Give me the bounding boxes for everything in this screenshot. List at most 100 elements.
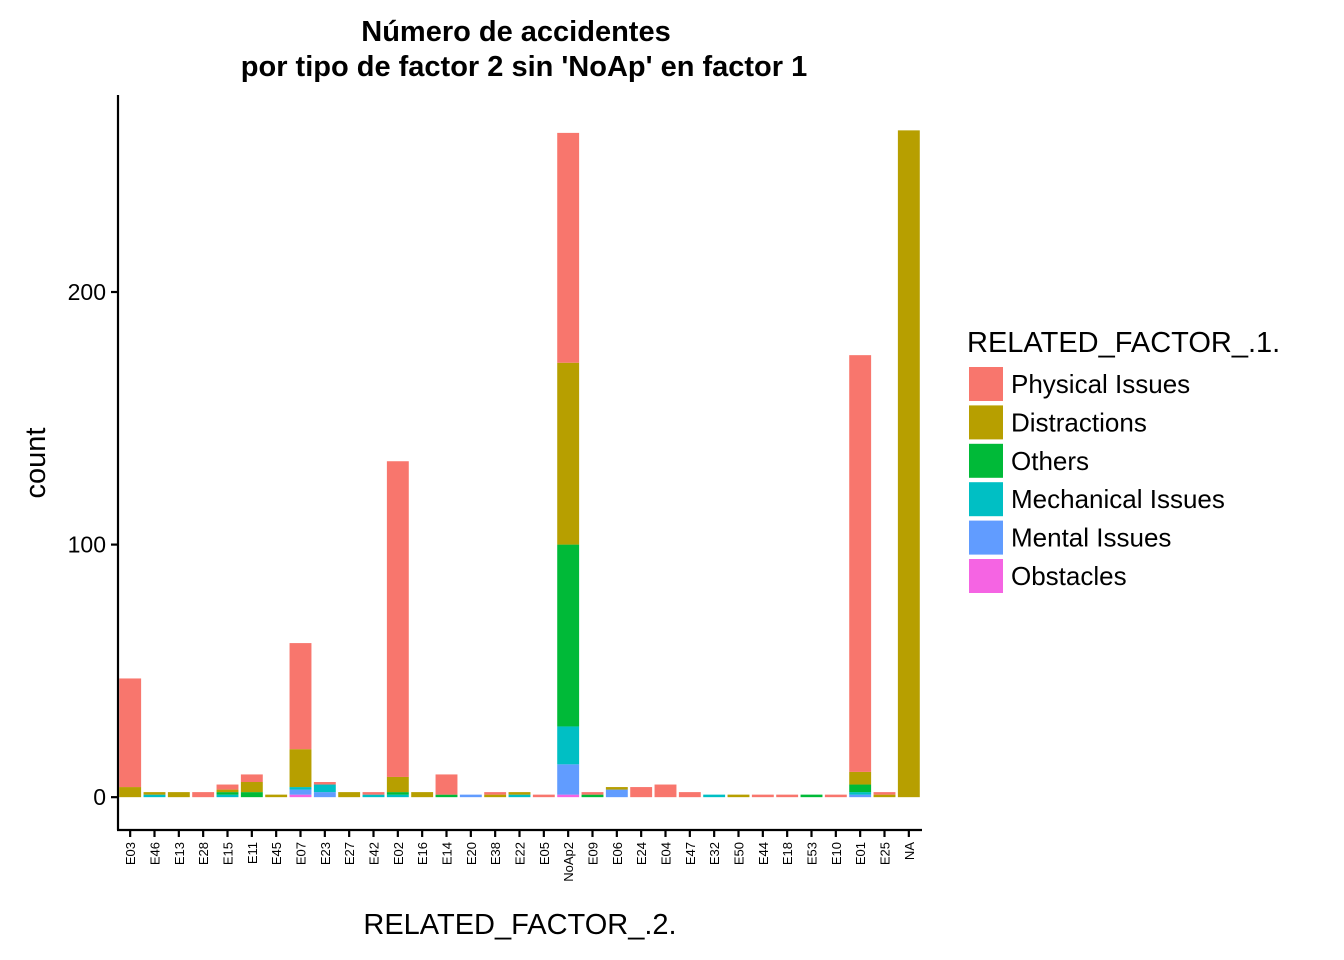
bar-E23-physical-issues	[313, 782, 336, 785]
x-tick-label-E42: E42	[367, 842, 382, 865]
bar-E46-distractions	[143, 792, 166, 795]
legend-items: Physical Issues Distractions Others Mechani…	[969, 367, 1225, 593]
y-tick-label: 0	[93, 784, 106, 810]
x-tick-label-E06: E06	[610, 842, 625, 865]
bar-E06-mental-issues	[605, 789, 628, 798]
bar-E20-mental-issues	[459, 794, 482, 798]
x-tick-label-E38: E38	[488, 842, 503, 865]
bar-E01-distractions	[849, 771, 872, 785]
bars-layer	[119, 130, 920, 798]
bar-E42-mechanical-issues	[362, 794, 385, 798]
bar-E14-physical-issues	[435, 774, 458, 795]
bar-E07-obstacles	[289, 794, 312, 798]
bar-E01-physical-issues	[849, 355, 872, 772]
bar-E24-physical-issues	[630, 787, 653, 798]
bar-NA-distractions	[897, 130, 920, 798]
bar-E03-physical-issues	[119, 678, 142, 788]
legend-swatch-mental-issues	[969, 520, 1003, 555]
bar-E02-others	[386, 792, 409, 795]
bar-E01-mental-issues	[849, 794, 872, 798]
bar-NoAp2-physical-issues	[557, 132, 580, 363]
x-tick-label-E15: E15	[221, 842, 236, 865]
x-tick-label-E20: E20	[464, 842, 479, 865]
bar-E27-distractions	[338, 792, 361, 798]
bar-NoAp2-distractions	[557, 362, 580, 545]
legend-label-obstacles: Obstacles	[1011, 561, 1127, 591]
legend-swatch-mechanical-issues	[969, 482, 1003, 517]
x-tick-label-E46: E46	[148, 842, 163, 865]
bar-E22-mechanical-issues	[508, 794, 531, 798]
bar-E38-distractions	[484, 794, 507, 798]
legend-swatch-physical-issues	[969, 367, 1003, 401]
bar-E07-distractions	[289, 749, 312, 788]
x-tick-label-E07: E07	[294, 842, 309, 865]
bar-E09-physical-issues	[581, 792, 604, 795]
bar-E44-physical-issues	[751, 794, 774, 798]
bar-E45-distractions	[265, 794, 288, 798]
bar-E16-distractions	[411, 792, 434, 798]
bar-E06-distractions	[605, 787, 628, 790]
legend-title: RELATED_FACTOR_.1.	[967, 327, 1280, 359]
bar-E46-mechanical-issues	[143, 794, 166, 798]
bar-E01-others	[849, 784, 872, 793]
bar-E05-physical-issues	[532, 794, 555, 798]
x-tick-label-E32: E32	[707, 842, 722, 865]
legend-swatch-distractions	[969, 405, 1003, 440]
bar-E13-distractions	[167, 792, 190, 798]
y-axis-title: count	[20, 428, 52, 499]
bar-E53-others	[800, 794, 823, 798]
x-tick-label-E16: E16	[415, 842, 430, 865]
bar-E10-physical-issues	[824, 794, 847, 798]
x-tick-label-E27: E27	[342, 842, 357, 865]
bar-E50-distractions	[727, 794, 750, 798]
bar-E09-others	[581, 794, 604, 798]
bar-NoAp2-obstacles	[557, 794, 580, 798]
x-tick-label-NA: NA	[902, 842, 917, 860]
legend-label-distractions: Distractions	[1011, 407, 1147, 437]
x-tick-label-E11: E11	[245, 842, 260, 864]
bar-E28-physical-issues	[192, 792, 215, 798]
bar-E15-distractions	[216, 789, 239, 793]
y-axis-ticks: 0 100 200	[68, 279, 118, 810]
bar-E23-mental-issues	[313, 792, 336, 798]
chart-title-line-2: por tipo de factor 2 sin 'NoAp' en facto…	[241, 51, 807, 83]
bar-E07-mechanical-issues	[289, 787, 312, 790]
x-tick-label-E28: E28	[196, 842, 211, 865]
x-tick-label-E22: E22	[513, 842, 528, 865]
bar-E01-mechanical-issues	[849, 792, 872, 795]
x-tick-label-E18: E18	[780, 842, 795, 865]
x-tick-label-E44: E44	[756, 842, 771, 865]
x-tick-label-E09: E09	[586, 842, 601, 865]
bar-E07-mental-issues	[289, 789, 312, 795]
bar-E11-physical-issues	[240, 774, 263, 783]
bar-E02-distractions	[386, 776, 409, 793]
bar-E11-others	[240, 792, 263, 798]
x-tick-label-E24: E24	[634, 842, 649, 865]
x-tick-label-E04: E04	[659, 842, 674, 865]
x-tick-label-E45: E45	[269, 842, 284, 865]
legend-label-others: Others	[1011, 446, 1089, 476]
legend-label-mental-issues: Mental Issues	[1011, 523, 1171, 553]
x-axis-ticks: E03 E46 E13 E28 E15 E11 E45 E07 E23 E27 E42 E02 E16 E…	[123, 830, 917, 882]
x-tick-label-E05: E05	[537, 842, 552, 865]
x-tick-label-E25: E25	[878, 842, 893, 865]
bar-E04-physical-issues	[654, 784, 677, 798]
bar-E03-distractions	[119, 787, 142, 798]
bar-NoAp2-mechanical-issues	[557, 726, 580, 765]
bar-E22-distractions	[508, 792, 531, 795]
bar-E47-physical-issues	[678, 792, 701, 798]
x-tick-label-E01: E01	[853, 842, 868, 865]
y-tick-label: 100	[68, 532, 106, 558]
bar-E14-others	[435, 794, 458, 798]
x-tick-label-E14: E14	[440, 842, 455, 865]
x-tick-label-E03: E03	[123, 842, 138, 865]
x-tick-label-E23: E23	[318, 842, 333, 865]
bar-E02-mechanical-issues	[386, 794, 409, 798]
legend-swatch-obstacles	[969, 559, 1003, 593]
x-tick-label-E53: E53	[805, 842, 820, 865]
x-tick-label-E50: E50	[732, 842, 747, 865]
chart-title-line-1: Número de accidentes	[361, 16, 670, 48]
bar-E38-physical-issues	[484, 792, 507, 795]
bar-E25-distractions	[873, 794, 896, 798]
